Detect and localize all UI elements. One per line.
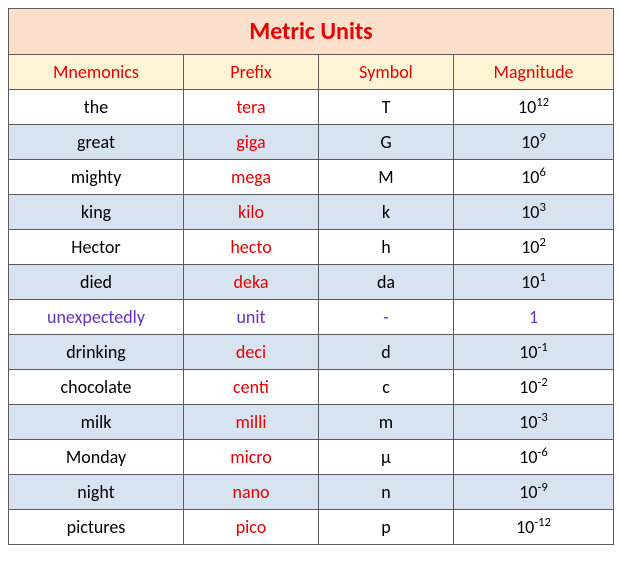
cell-magnitude: 109 [454,125,614,160]
cell-prefix: tera [184,90,319,125]
cell-mnemonic: pictures [9,510,184,545]
cell-mnemonic: great [9,125,184,160]
col-prefix: Prefix [184,55,319,90]
cell-symbol: G [319,125,454,160]
table-row: Mondaymicroμ10-6 [9,440,614,475]
cell-mnemonic: drinking [9,335,184,370]
table-row: theteraT1012 [9,90,614,125]
cell-magnitude: 10-1 [454,335,614,370]
cell-symbol: da [319,265,454,300]
cell-mnemonic: unexpectedly [9,300,184,335]
table-row: kingkilok103 [9,195,614,230]
cell-mnemonic: chocolate [9,370,184,405]
table-row: mightymegaM106 [9,160,614,195]
cell-prefix: milli [184,405,319,440]
table-row: unexpectedlyunit-1 [9,300,614,335]
cell-magnitude: 1012 [454,90,614,125]
cell-symbol: m [319,405,454,440]
cell-prefix: hecto [184,230,319,265]
cell-prefix: nano [184,475,319,510]
cell-mnemonic: Monday [9,440,184,475]
cell-mnemonic: Hector [9,230,184,265]
cell-symbol: c [319,370,454,405]
metric-units-table: Metric Units Mnemonics Prefix Symbol Mag… [8,8,614,545]
cell-mnemonic: the [9,90,184,125]
cell-symbol: M [319,160,454,195]
cell-magnitude: 10-9 [454,475,614,510]
header-row: Mnemonics Prefix Symbol Magnitude [9,55,614,90]
cell-magnitude: 106 [454,160,614,195]
cell-symbol: n [319,475,454,510]
table-row: nightnanon10-9 [9,475,614,510]
cell-mnemonic: mighty [9,160,184,195]
cell-symbol: - [319,300,454,335]
cell-mnemonic: night [9,475,184,510]
cell-magnitude: 101 [454,265,614,300]
col-magnitude: Magnitude [454,55,614,90]
cell-symbol: μ [319,440,454,475]
cell-mnemonic: milk [9,405,184,440]
cell-symbol: p [319,510,454,545]
cell-magnitude: 10-3 [454,405,614,440]
cell-prefix: centi [184,370,319,405]
cell-prefix: mega [184,160,319,195]
cell-magnitude: 103 [454,195,614,230]
table-row: dieddekada101 [9,265,614,300]
table-row: Hectorhectoh102 [9,230,614,265]
cell-magnitude: 10-6 [454,440,614,475]
table-row: greatgigaG109 [9,125,614,160]
cell-prefix: unit [184,300,319,335]
cell-mnemonic: died [9,265,184,300]
cell-magnitude: 1 [454,300,614,335]
cell-magnitude: 10-12 [454,510,614,545]
cell-symbol: d [319,335,454,370]
cell-prefix: micro [184,440,319,475]
table-row: drinkingdecid10-1 [9,335,614,370]
cell-prefix: pico [184,510,319,545]
cell-magnitude: 102 [454,230,614,265]
cell-prefix: giga [184,125,319,160]
cell-magnitude: 10-2 [454,370,614,405]
col-symbol: Symbol [319,55,454,90]
cell-prefix: kilo [184,195,319,230]
table-row: milkmillim10-3 [9,405,614,440]
col-mnemonics: Mnemonics [9,55,184,90]
table-row: chocolatecentic10-2 [9,370,614,405]
cell-symbol: h [319,230,454,265]
table-title: Metric Units [9,9,614,55]
cell-symbol: T [319,90,454,125]
cell-prefix: deci [184,335,319,370]
cell-symbol: k [319,195,454,230]
cell-mnemonic: king [9,195,184,230]
table-row: picturespicop10-12 [9,510,614,545]
cell-prefix: deka [184,265,319,300]
